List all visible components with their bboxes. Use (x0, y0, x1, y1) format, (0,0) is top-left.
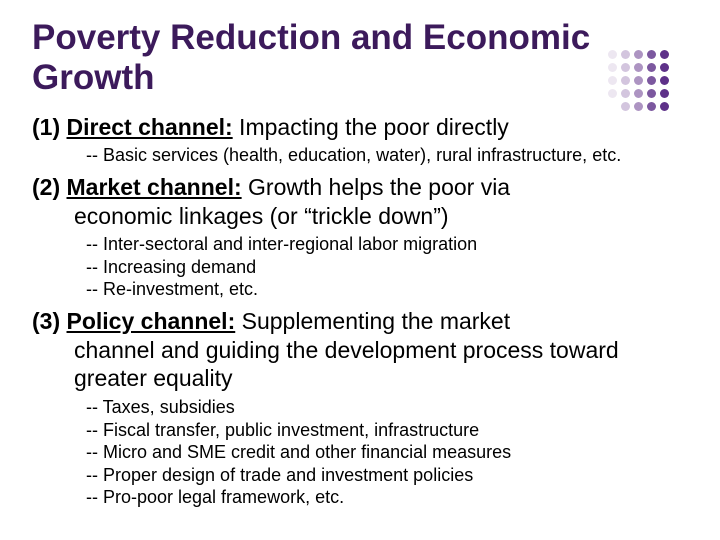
channel-sublist: -- Basic services (health, education, wa… (32, 144, 692, 167)
channel-subitem: -- Proper design of trade and investment… (86, 464, 692, 487)
deco-dot (621, 102, 630, 111)
channel-subitem: -- Re-investment, etc. (86, 278, 692, 301)
deco-dot (634, 76, 643, 85)
channel-subitem: -- Micro and SME credit and other financ… (86, 441, 692, 464)
slide-title: Poverty Reduction and Economic Growth (32, 18, 692, 99)
deco-dot (660, 50, 669, 59)
channel-desc: Supplementing the market (235, 308, 510, 334)
deco-dot (647, 76, 656, 85)
channel-subitem: -- Inter-sectoral and inter-regional lab… (86, 233, 692, 256)
channel-name: Market channel: (67, 174, 242, 200)
channel-sublist: -- Inter-sectoral and inter-regional lab… (32, 233, 692, 301)
deco-dot (647, 102, 656, 111)
channel-block: (2) Market channel: Growth helps the poo… (32, 173, 692, 301)
deco-dot (647, 63, 656, 72)
channel-heading: (2) Market channel: Growth helps the poo… (32, 173, 692, 231)
deco-dot (608, 89, 617, 98)
channel-name: Direct channel: (67, 114, 233, 140)
channel-desc: Impacting the poor directly (233, 114, 509, 140)
channel-heading: (1) Direct channel: Impacting the poor d… (32, 113, 692, 142)
channel-number: (2) (32, 174, 60, 200)
channel-list: (1) Direct channel: Impacting the poor d… (32, 113, 692, 509)
channel-sublist: -- Taxes, subsidies-- Fiscal transfer, p… (32, 396, 692, 509)
deco-dot (634, 102, 643, 111)
channel-block: (3) Policy channel: Supplementing the ma… (32, 307, 692, 509)
channel-block: (1) Direct channel: Impacting the poor d… (32, 113, 692, 167)
deco-dot (621, 76, 630, 85)
channel-name: Policy channel: (67, 308, 236, 334)
deco-dot (660, 76, 669, 85)
channel-subitem: -- Taxes, subsidies (86, 396, 692, 419)
channel-subitem: -- Pro-poor legal framework, etc. (86, 486, 692, 509)
deco-dot (608, 63, 617, 72)
channel-desc: Growth helps the poor via (242, 174, 510, 200)
deco-dot (647, 89, 656, 98)
channel-subitem: -- Basic services (health, education, wa… (86, 144, 692, 167)
channel-number: (3) (32, 308, 60, 334)
deco-dot (660, 89, 669, 98)
deco-dot (634, 50, 643, 59)
channel-heading: (3) Policy channel: Supplementing the ma… (32, 307, 692, 393)
deco-dot (660, 63, 669, 72)
channel-desc-cont: economic linkages (or “trickle down”) (32, 202, 692, 231)
deco-dot (621, 63, 630, 72)
decorative-dot-grid (608, 50, 698, 140)
deco-dot (621, 50, 630, 59)
channel-subitem: -- Fiscal transfer, public investment, i… (86, 419, 692, 442)
deco-dot (608, 50, 617, 59)
deco-dot (621, 89, 630, 98)
deco-dot (660, 102, 669, 111)
deco-dot (647, 50, 656, 59)
deco-dot (634, 63, 643, 72)
channel-number: (1) (32, 114, 60, 140)
channel-subitem: -- Increasing demand (86, 256, 692, 279)
deco-dot (634, 89, 643, 98)
deco-dot (608, 76, 617, 85)
channel-desc-cont: channel and guiding the development proc… (32, 336, 692, 394)
